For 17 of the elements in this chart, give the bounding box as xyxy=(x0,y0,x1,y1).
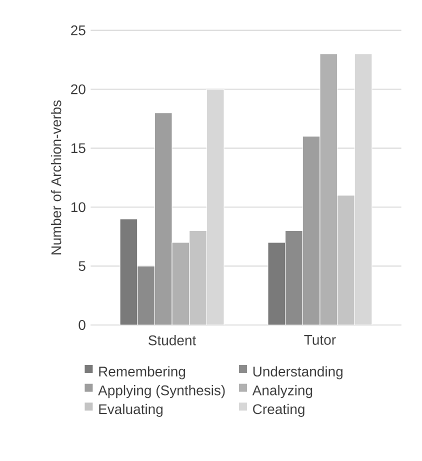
legend-label: Analyzing xyxy=(252,385,312,398)
y-tick-label: 15 xyxy=(71,143,86,154)
legend-label: Evaluating xyxy=(99,404,163,417)
x-tick-label: Student xyxy=(148,335,196,346)
legend-label: Creating xyxy=(253,404,304,417)
legend-label: Applying (Synthesis) xyxy=(98,385,225,398)
y-tick-label: 20 xyxy=(71,84,86,94)
y-axis-title: Number of Archion-verbs xyxy=(50,100,62,254)
legend-label: Understanding xyxy=(253,366,342,380)
y-tick-label: 0 xyxy=(78,320,86,330)
y-tick-label: 5 xyxy=(78,261,86,271)
y-tick-label: 25 xyxy=(71,25,86,36)
bar xyxy=(337,195,355,325)
legend-label: Remembering xyxy=(99,366,186,380)
bar xyxy=(189,230,207,325)
y-tick-label: 10 xyxy=(71,202,86,212)
x-tick-label: Tutor xyxy=(304,335,336,345)
